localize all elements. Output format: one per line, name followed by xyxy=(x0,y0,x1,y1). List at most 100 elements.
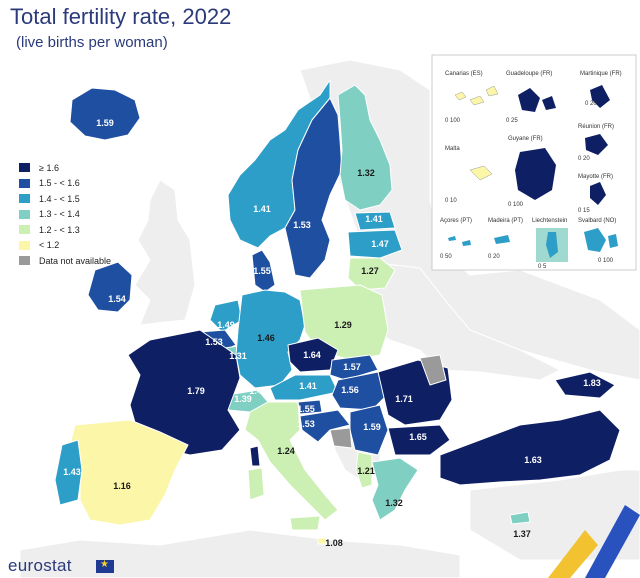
inset-label-guyane: Guyane (FR) xyxy=(508,136,543,142)
corsica-region xyxy=(249,445,261,467)
inset-scale-guadeloupe: 0 25 xyxy=(506,118,518,124)
middle-east-land xyxy=(469,469,640,561)
value-lithuania: 1.27 xyxy=(361,266,379,276)
latvia-region xyxy=(347,229,403,259)
lithuania-region xyxy=(347,257,396,291)
inset-guadeloupe: Guadeloupe (FR) 0 25 xyxy=(506,71,556,124)
legend-label: Data not available xyxy=(39,255,112,266)
georgia-region xyxy=(554,371,616,399)
inset-scale-martinique: 0 20 xyxy=(585,101,597,107)
value-liechtenstein: 1.47 xyxy=(249,386,267,396)
legend-label: ≥ 1.6 xyxy=(39,162,59,173)
inset-label-madeira: Madeira (PT) xyxy=(488,218,523,224)
map-title: Total fertility rate, 2022 xyxy=(10,4,232,29)
legend-label: 1.5 - < 1.6 xyxy=(39,178,80,189)
countries xyxy=(54,79,621,545)
corner-logo-mark xyxy=(548,505,640,578)
value-germany: 1.46 xyxy=(257,333,275,343)
legend-swatch xyxy=(18,177,31,189)
value-norway: 1.41 xyxy=(253,204,271,214)
inset-liechtenstein: Liechtenstein 0 5 xyxy=(532,218,568,270)
inset-label-canarias: Canarias (ES) xyxy=(445,71,483,77)
inset-label-martinique: Martinique (FR) xyxy=(580,71,622,77)
value-portugal: 1.43 xyxy=(63,467,81,477)
inset-label-acores: Açores (PT) xyxy=(440,218,472,224)
value-romania: 1.71 xyxy=(395,394,413,404)
value-france: 1.79 xyxy=(187,386,205,396)
malta-inset-shape xyxy=(469,165,493,181)
inset-malta: Malta 0 10 xyxy=(445,146,493,204)
legend-item-1-5-1-6: 1.5 - < 1.6 xyxy=(18,176,111,192)
ireland-region xyxy=(87,261,133,313)
inset-label-svalbard: Svalbard (NO) xyxy=(578,218,616,224)
denmark-region xyxy=(251,249,276,293)
acores-shape xyxy=(448,236,471,246)
legend-item-ge-1-6: ≥ 1.6 xyxy=(18,160,111,176)
inset-label-reunion: Réunion (FR) xyxy=(578,124,614,130)
inset-label-guadeloupe: Guadeloupe (FR) xyxy=(506,71,552,77)
legend-item-lt-1-2: < 1.2 xyxy=(18,238,111,254)
turkey-region xyxy=(439,409,621,486)
inset-canarias: Canarias (ES) 0 100 xyxy=(445,71,499,124)
martinique-shape xyxy=(590,85,610,108)
albania-region xyxy=(355,451,373,489)
value-serbia: 1.59 xyxy=(363,422,381,432)
guyane-shape xyxy=(515,148,556,200)
value-belgium: 1.53 xyxy=(205,337,223,347)
legend-item-1-4-1-5: 1.4 - < 1.5 xyxy=(18,191,111,207)
bosnia-nodata-region xyxy=(329,427,353,449)
value-croatia: 1.53 xyxy=(297,419,315,429)
sardinia-region xyxy=(247,467,265,501)
finland-region xyxy=(337,84,393,211)
value-latvia: 1.47 xyxy=(371,239,389,249)
map-subtitle: (live births per woman) xyxy=(16,34,168,51)
moldova-nodata-region xyxy=(419,354,447,386)
value-switzerland: 1.39 xyxy=(234,394,252,404)
bulgaria-region xyxy=(387,424,451,456)
value-malta: 1.08 xyxy=(325,538,343,548)
liechtenstein-shape xyxy=(546,232,558,258)
inset-scale-guyane: 0 100 xyxy=(508,202,524,208)
inset-scale-acores: 0 50 xyxy=(440,254,452,260)
legend-swatch xyxy=(18,208,31,220)
guadeloupe-shape xyxy=(518,88,556,112)
iceland-region xyxy=(69,87,141,141)
north-africa-land xyxy=(19,529,461,578)
inset-svalbard: Svalbard (NO) 0 100 xyxy=(578,218,618,264)
value-poland: 1.29 xyxy=(334,320,352,330)
inset-panel: Canarias (ES) 0 100 Guadeloupe (FR) 0 25… xyxy=(431,54,637,271)
inset-scale-svalbard: 0 100 xyxy=(598,258,614,264)
france-region xyxy=(127,329,241,456)
legend-label: < 1.2 xyxy=(39,240,60,251)
value-labels: 1.59 1.41 1.53 1.32 1.41 1.47 1.27 1.55 … xyxy=(63,118,601,548)
inset-madeira: Madeira (PT) 0 20 xyxy=(488,218,523,260)
logo-blue-shard xyxy=(585,505,640,578)
legend-swatch xyxy=(18,224,31,236)
legend-label: 1.4 - < 1.5 xyxy=(39,193,80,204)
uk-land xyxy=(134,179,196,326)
legend: ≥ 1.6 1.5 - < 1.6 1.4 - < 1.5 1.3 - < 1.… xyxy=(18,160,111,269)
legend-label: 1.2 - < 1.3 xyxy=(39,224,80,235)
value-cyprus: 1.37 xyxy=(513,529,531,539)
belarus-ukraine-land xyxy=(359,261,562,381)
value-slovakia: 1.57 xyxy=(343,362,361,372)
eu-flag-icon xyxy=(96,559,114,573)
legend-item-1-3-1-4: 1.3 - < 1.4 xyxy=(18,207,111,223)
inset-mayotte: Mayotte (FR) 0 15 xyxy=(578,174,613,214)
inset-scale-mayotte: 0 15 xyxy=(578,208,590,214)
value-finland: 1.32 xyxy=(357,168,375,178)
value-netherlands: 1.49 xyxy=(217,320,235,330)
inset-label-mayotte: Mayotte (FR) xyxy=(578,174,613,180)
inset-label-liechtenstein: Liechtenstein xyxy=(532,218,567,224)
value-greece: 1.32 xyxy=(385,498,403,508)
inset-scale-liechtenstein: 0 5 xyxy=(538,264,547,270)
value-czechia: 1.64 xyxy=(303,350,321,360)
value-turkey: 1.63 xyxy=(524,455,542,465)
inset-label-malta: Malta xyxy=(445,146,460,152)
inset-acores: Açores (PT) 0 50 xyxy=(440,218,472,260)
mayotte-shape xyxy=(590,182,606,205)
legend-item-1-2-1-3: 1.2 - < 1.3 xyxy=(18,222,111,238)
inset-scale-madeira: 0 20 xyxy=(488,254,500,260)
